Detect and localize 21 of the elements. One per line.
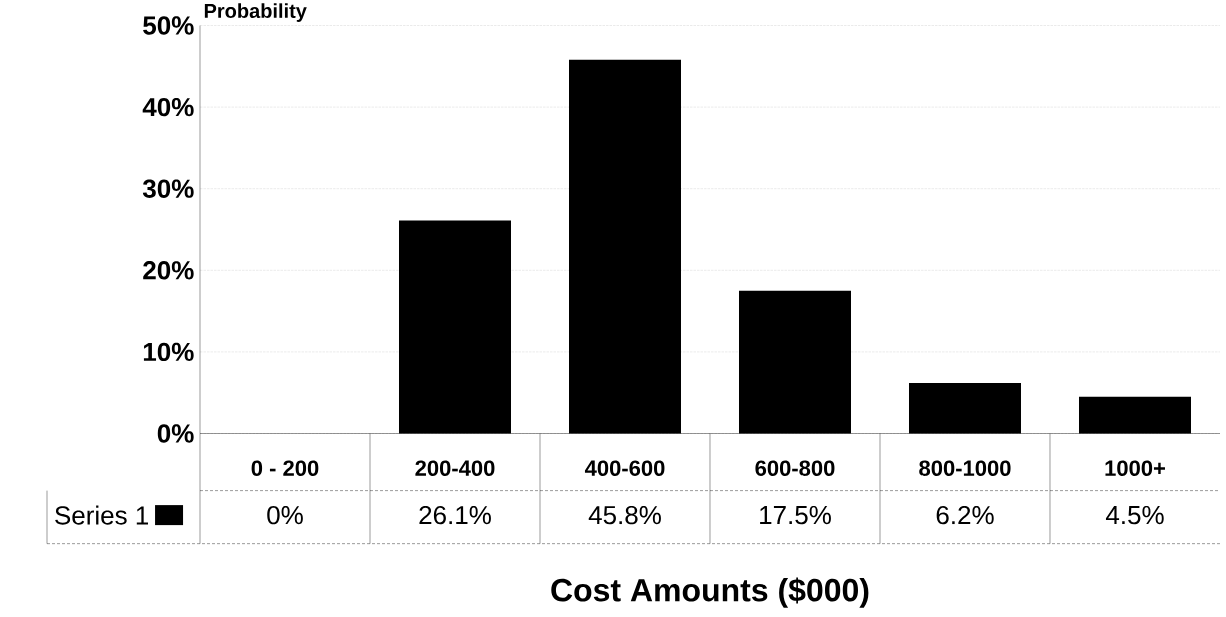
data-label: 0% xyxy=(267,506,303,525)
y-tick-label: 40% xyxy=(142,98,194,117)
data-label: 45.8% xyxy=(588,506,661,525)
x-tick-label: 800-1000 xyxy=(919,460,1011,477)
x-tick-label: 400-600 xyxy=(584,460,665,477)
y-tick-label: 30% xyxy=(142,179,194,199)
data-label: 17.5% xyxy=(760,506,831,525)
y-tick-label: 20% xyxy=(143,261,194,280)
x-tick-label: 200-400 xyxy=(415,460,495,477)
data-label: 26.1% xyxy=(419,506,491,525)
data-label: 4.5% xyxy=(1105,506,1164,525)
y-tick-label: 10% xyxy=(143,342,194,362)
x-tick-label: 1000+ xyxy=(1105,460,1165,477)
y-tick-label: 0% xyxy=(157,424,194,443)
y-tick-label: 50% xyxy=(143,16,194,35)
x-axis-title: Cost Amounts ($000) xyxy=(551,577,869,609)
x-tick-label: 0 - 200 xyxy=(251,460,319,477)
data-label: 6.2% xyxy=(936,506,994,525)
x-tick-label: 600-800 xyxy=(755,460,835,477)
y-axis-title: Probability xyxy=(204,3,307,23)
legend-label: Series 1 xyxy=(55,505,149,525)
